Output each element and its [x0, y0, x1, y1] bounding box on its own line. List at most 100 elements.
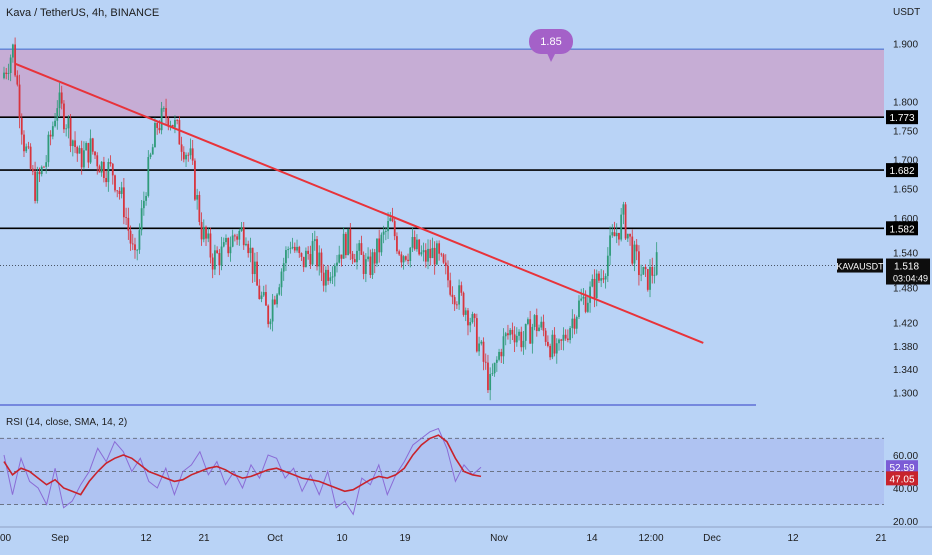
candle-body [271, 299, 274, 322]
candle-body [424, 250, 427, 262]
candle-body [63, 103, 65, 130]
candle-body [422, 250, 425, 253]
candle-body [409, 247, 412, 262]
candle-body [531, 326, 534, 344]
candle-body [220, 246, 223, 266]
candle-body [276, 294, 278, 305]
current-price-badge [886, 258, 930, 285]
candle-body [98, 166, 101, 173]
candle-body [655, 252, 658, 275]
price-tick-label: 1.380 [893, 342, 918, 353]
candle-body [18, 84, 21, 119]
candle-body [20, 118, 23, 135]
candle-body [482, 341, 485, 362]
candle-body [638, 251, 640, 276]
candle-body [593, 278, 596, 299]
candle-body [120, 187, 123, 194]
candle-body [107, 161, 110, 183]
candle-body [191, 148, 194, 161]
price-tick-label: 1.700 [893, 156, 918, 167]
candle-body [515, 335, 518, 343]
candle-body [438, 243, 441, 254]
candle-body [564, 334, 567, 339]
candle-body [640, 274, 643, 276]
x-tick-label: 12:00 [638, 533, 663, 544]
candle-body [185, 154, 187, 160]
candle-body [513, 334, 516, 343]
candle-body [529, 319, 532, 344]
candle-body [211, 257, 214, 270]
candle-body [325, 269, 327, 286]
candle-body [331, 276, 334, 278]
candle-body [353, 259, 356, 263]
candle-body [216, 250, 219, 254]
candle-body [56, 108, 59, 121]
candle-body [178, 120, 181, 145]
candle-body [322, 272, 325, 286]
candle-body [25, 146, 28, 152]
candle-body [136, 249, 139, 251]
candle-body [622, 204, 625, 215]
candle-body [533, 315, 536, 327]
candle-body [582, 296, 585, 299]
candle-body [47, 134, 50, 163]
candle-body [65, 128, 68, 130]
candle-body [396, 236, 398, 252]
candle-body [620, 214, 623, 240]
candle-body [69, 117, 72, 147]
level-badge [886, 110, 918, 125]
candle-body [94, 151, 96, 156]
candle-body [74, 140, 76, 147]
candle-body [205, 226, 207, 239]
candle-body [413, 237, 416, 250]
candle-body [615, 232, 618, 237]
x-tick-label: Sep [51, 533, 69, 544]
candle-body [262, 292, 265, 296]
price-tick-label: 1.750 [893, 127, 918, 138]
candle-body [442, 254, 445, 263]
candle-body [122, 187, 125, 218]
x-tick-label: 10 [336, 533, 348, 544]
candle-body [551, 334, 554, 358]
candle-body [189, 148, 192, 156]
x-tick-label: 21 [875, 533, 887, 544]
candle-body [480, 341, 483, 344]
candle-body [125, 217, 127, 219]
candle-body [158, 127, 161, 131]
candle-body [180, 144, 183, 152]
rsi-tick-label: 60.00 [893, 451, 918, 462]
candle-body [391, 218, 394, 222]
candle-body [389, 218, 392, 222]
candle-body [555, 343, 558, 354]
candle-body [131, 243, 134, 245]
candle-body [447, 265, 449, 281]
candle-body [351, 253, 354, 260]
candle-body [606, 255, 609, 277]
candle-body [225, 237, 227, 243]
candle-body [85, 143, 88, 151]
candle-body [91, 138, 94, 152]
candle-body [507, 333, 509, 336]
candle-body [358, 243, 361, 251]
candle-body [384, 231, 387, 232]
candle-body [431, 247, 434, 259]
candle-body [502, 336, 505, 357]
candle-body [278, 287, 281, 295]
x-tick-label: 12 [787, 533, 799, 544]
candle-body [487, 362, 489, 391]
candle-body [524, 323, 527, 341]
rsi-ma-label: 47.05 [889, 474, 914, 485]
candle-body [411, 237, 414, 248]
price-tick-label: 1.420 [893, 319, 918, 330]
candle-body [156, 122, 159, 128]
countdown-label: 03:04:49 [893, 274, 928, 284]
candle-body [154, 122, 156, 148]
candle-body [245, 243, 247, 246]
candle-body [402, 256, 405, 263]
candle-body [451, 294, 454, 298]
candle-body [367, 256, 369, 260]
candle-body [151, 147, 154, 155]
candle-body [7, 72, 10, 74]
price-bubble-pointer [547, 52, 556, 62]
candle-body [338, 254, 341, 263]
